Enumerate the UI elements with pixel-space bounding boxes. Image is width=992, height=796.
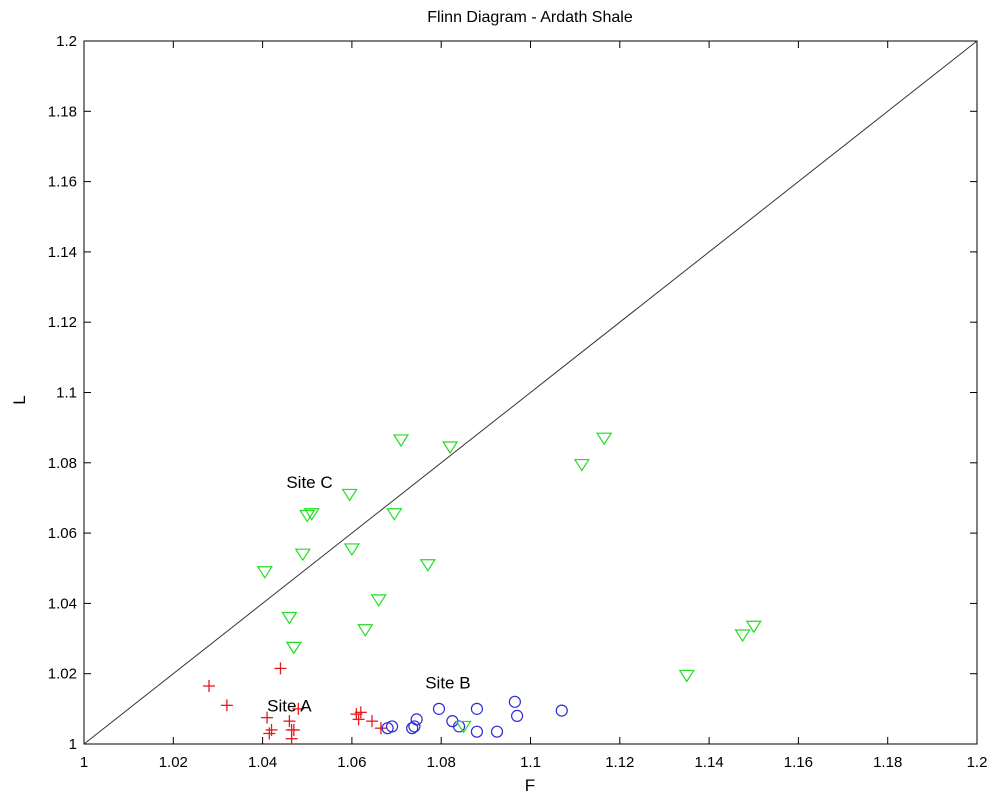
x-tick-label: 1 bbox=[80, 754, 88, 771]
site-a-plus-marker bbox=[354, 706, 367, 719]
y-tick-label: 1.12 bbox=[48, 314, 77, 331]
site-c-triangle-marker bbox=[343, 543, 360, 557]
axis-ticks: 1 1.02 1.04 1.06 1.08 1.1 1.12 1.14 1.16 1.18 1.2 1… bbox=[48, 33, 988, 771]
x-tick-label: 1.02 bbox=[159, 754, 188, 771]
y-axis-label: L bbox=[10, 395, 29, 404]
site-c-triangle-marker bbox=[303, 508, 320, 521]
site-a-plus-marker bbox=[352, 713, 365, 726]
site-b-circle-marker bbox=[385, 720, 399, 733]
site-c-triangle-marker bbox=[281, 611, 298, 625]
site-c-triangle-marker bbox=[299, 509, 316, 523]
x-tick-label: 1.1 bbox=[520, 754, 541, 771]
site-a-plus-marker bbox=[263, 727, 276, 740]
site-c-triangle-marker bbox=[678, 669, 695, 683]
site-a-plus-marker bbox=[265, 723, 278, 736]
site-c-triangle-marker bbox=[256, 566, 273, 579]
site-c-triangle-marker bbox=[341, 488, 358, 502]
site-c-triangle-marker bbox=[392, 434, 410, 448]
y-tick-label: 1.1 bbox=[56, 385, 77, 402]
x-tick-label: 1.04 bbox=[248, 754, 277, 771]
site-a-plus-marker bbox=[292, 702, 305, 715]
y-tick-label: 1.16 bbox=[48, 174, 77, 191]
equality-reference-line bbox=[83, 40, 978, 745]
chart-title: Flinn Diagram - Ardath Shale bbox=[427, 9, 633, 26]
site-a-plus-marker bbox=[365, 715, 378, 728]
site-c-triangle-marker bbox=[370, 594, 387, 608]
site-b-circle-marker bbox=[508, 695, 521, 708]
site-a-plus-marker bbox=[374, 722, 387, 735]
site-b-circle-marker bbox=[511, 709, 524, 722]
site-c-triangle-marker bbox=[734, 629, 751, 643]
site-a-plus-marker bbox=[261, 711, 274, 724]
site-c-triangle-marker bbox=[455, 720, 472, 734]
data-markers bbox=[203, 432, 762, 745]
annotation-label: Site B bbox=[425, 673, 470, 692]
site-a-plus-marker bbox=[287, 723, 300, 736]
site-c-triangle-marker bbox=[285, 641, 302, 655]
y-tick-label: 1.18 bbox=[48, 103, 77, 120]
x-tick-label: 1.12 bbox=[605, 754, 634, 771]
site-b-circle-marker bbox=[410, 713, 423, 726]
x-tick-label: 1.16 bbox=[784, 754, 813, 771]
x-tick-label: 1.06 bbox=[337, 754, 366, 771]
y-tick-label: 1.2 bbox=[56, 33, 77, 50]
x-tick-label: 1.14 bbox=[694, 754, 723, 771]
site-a-plus-marker bbox=[220, 699, 233, 712]
site-c-triangle-marker bbox=[357, 624, 374, 637]
site-b-circle-marker bbox=[470, 702, 484, 715]
annotation-label: Site C bbox=[286, 473, 332, 492]
site-a-plus-marker bbox=[274, 662, 287, 675]
site-b-circle-marker bbox=[490, 725, 504, 738]
y-tick-label: 1 bbox=[69, 736, 77, 753]
site-c-triangle-marker bbox=[386, 508, 403, 521]
x-tick-label: 1.18 bbox=[873, 754, 902, 771]
site-c-triangle-marker bbox=[419, 559, 436, 572]
site-c-triangle-marker bbox=[294, 548, 311, 562]
site-b-circle-marker bbox=[555, 704, 568, 717]
site-b-circle-marker bbox=[470, 725, 484, 738]
site-b-circle-marker bbox=[432, 702, 446, 715]
x-axis-label: F bbox=[525, 776, 535, 795]
y-tick-label: 1.08 bbox=[48, 455, 77, 472]
annotations: Site A Site B Site C bbox=[267, 473, 470, 715]
site-a-plus-marker bbox=[283, 715, 296, 728]
site-b-circle-marker bbox=[408, 720, 421, 733]
annotation-label: Site A bbox=[267, 696, 312, 715]
y-tick-label: 1.06 bbox=[48, 525, 77, 542]
site-c-triangle-marker bbox=[573, 458, 590, 472]
site-c-triangle-marker bbox=[442, 441, 459, 455]
x-tick-label: 1.08 bbox=[427, 754, 456, 771]
site-a-plus-marker bbox=[203, 680, 216, 693]
y-tick-label: 1.04 bbox=[48, 595, 77, 612]
site-c-triangle-marker bbox=[596, 432, 613, 446]
y-tick-label: 1.02 bbox=[48, 666, 77, 683]
x-tick-label: 1.2 bbox=[967, 754, 988, 771]
site-c-triangle-marker bbox=[745, 620, 762, 634]
site-a-plus-marker bbox=[285, 732, 298, 745]
y-tick-label: 1.14 bbox=[48, 244, 77, 261]
